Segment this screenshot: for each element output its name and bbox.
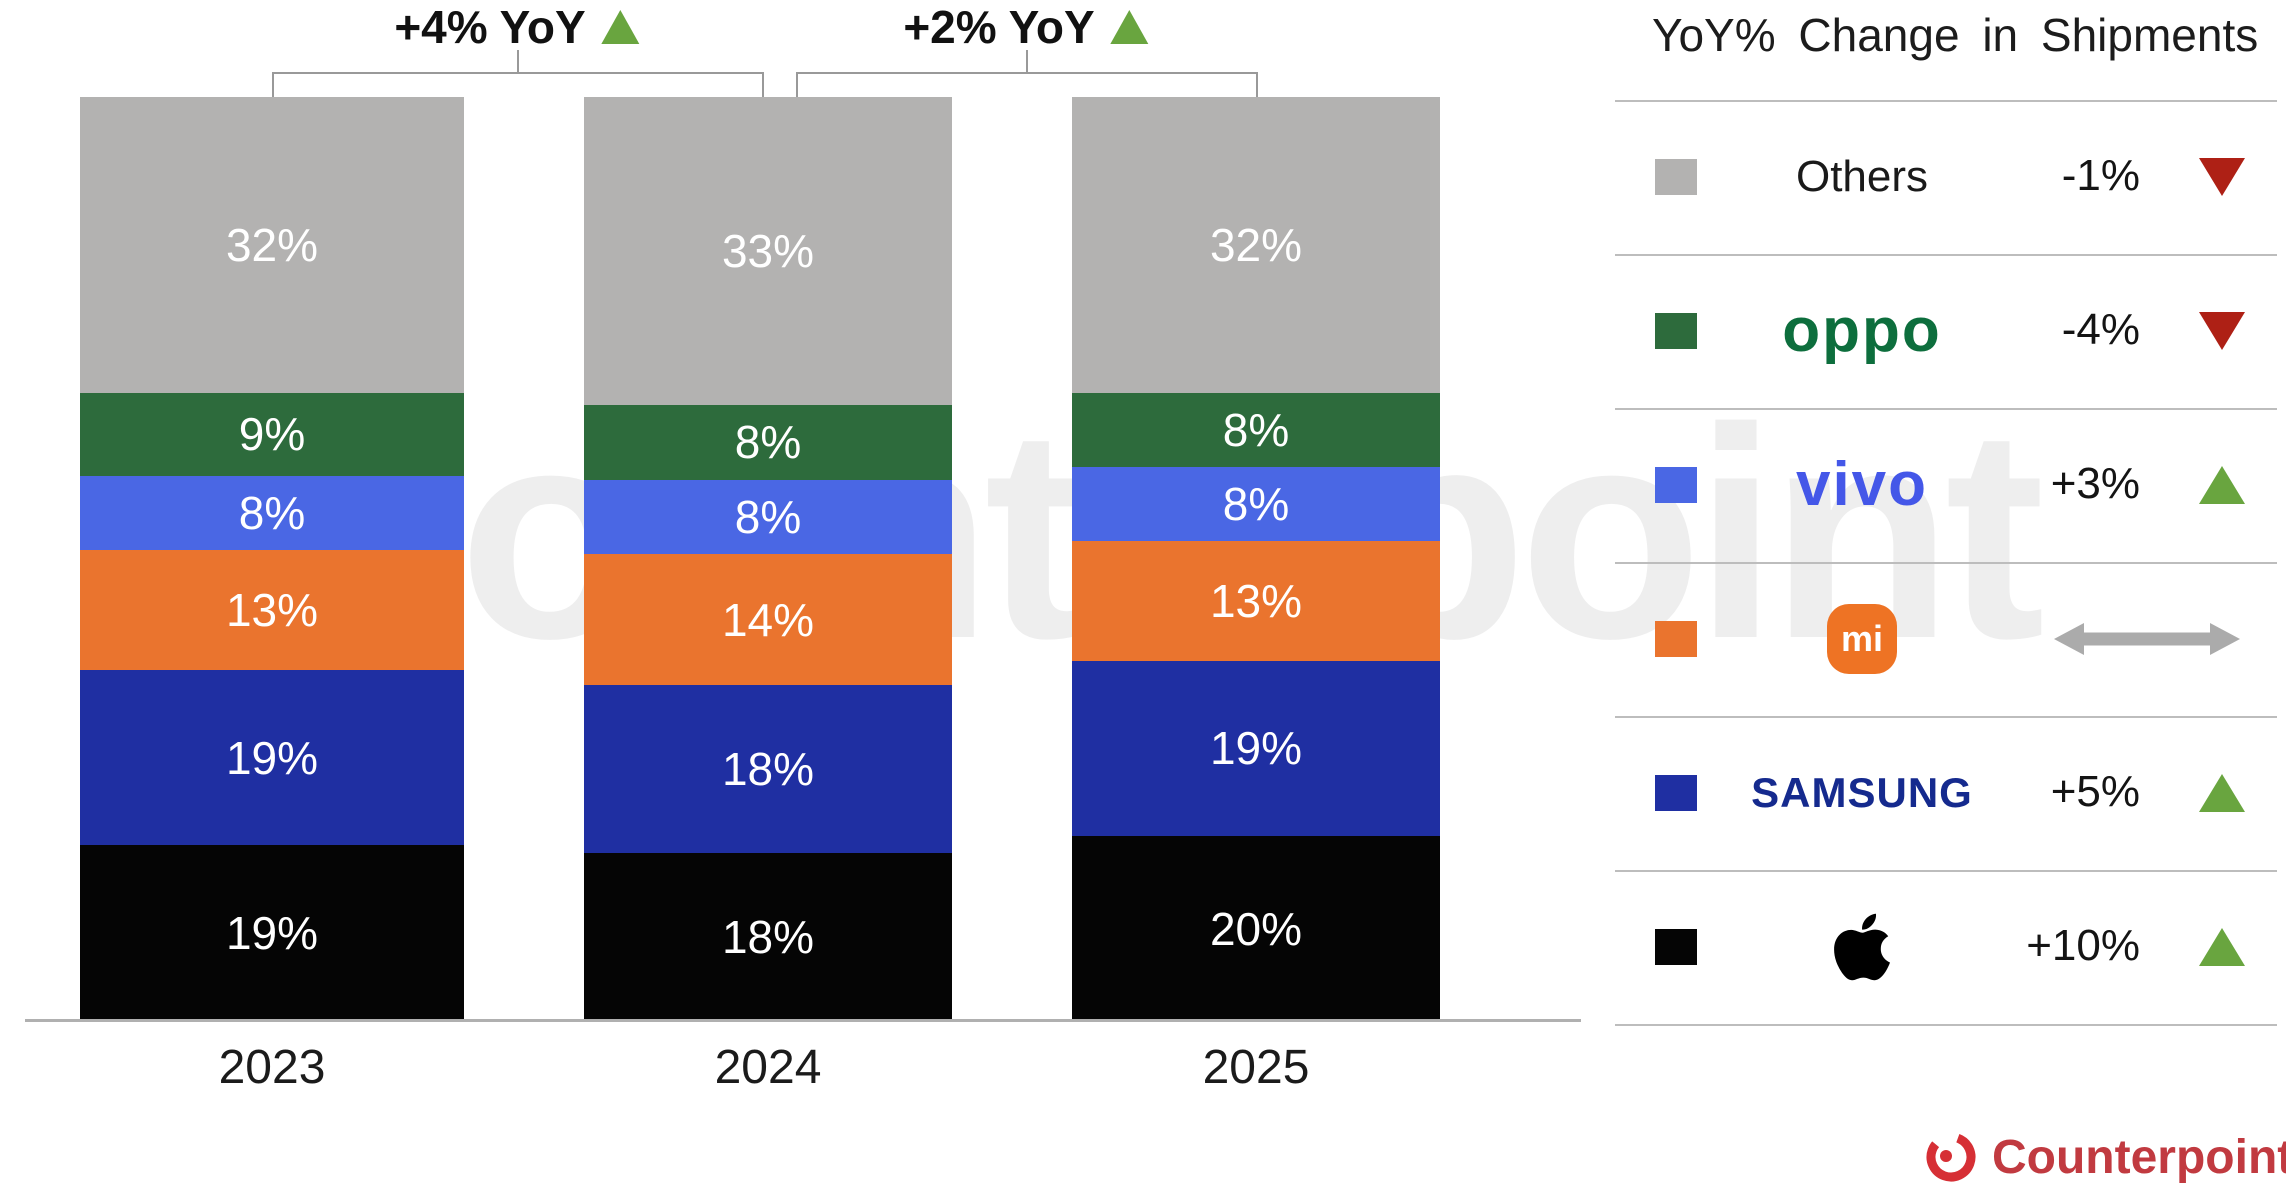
legend-swatch-others xyxy=(1655,159,1697,195)
samsung-logo: SAMSUNG xyxy=(1751,769,1973,816)
up-triangle-icon xyxy=(601,10,640,44)
bracket-horizontal xyxy=(796,72,1256,74)
legend-brand-apple xyxy=(1722,902,2002,992)
bar-segment-oppo-2024: 8% xyxy=(584,405,952,480)
segment-value-label: 9% xyxy=(238,408,306,461)
segment-value-label: 19% xyxy=(1209,722,1303,775)
oppo-logo: oppo xyxy=(1782,296,1942,365)
legend-change-vivo: +3% xyxy=(2050,459,2140,508)
yoy-annotation-text: +2% YoY xyxy=(903,1,1095,53)
up-triangle-icon xyxy=(1110,10,1149,44)
mi-logo-text: mi xyxy=(1840,618,1883,659)
vivo-logo: vivo xyxy=(1795,450,1929,519)
counterpoint-logo: Counterpoint xyxy=(1922,1128,2286,1186)
bar-segment-vivo-2023: 8% xyxy=(80,475,464,550)
legend-divider xyxy=(1615,100,2277,102)
bracket-tick-left xyxy=(272,72,274,97)
bar-segment-oppo-2025: 8% xyxy=(1072,392,1440,467)
xiaomi-mi-logo: mi xyxy=(1827,604,1897,674)
legend-change-others: -1% xyxy=(2061,151,2140,200)
down-triangle-icon xyxy=(2199,312,2245,350)
legend-brand-xiaomi: mi xyxy=(1722,594,2002,684)
bracket-tick-label xyxy=(517,50,519,72)
legend-brand-samsung: SAMSUNG xyxy=(1722,748,2002,838)
segment-value-label: 33% xyxy=(721,225,815,277)
legend-swatch-oppo xyxy=(1655,313,1697,349)
counterpoint-logo-wordmark: Counterpoint xyxy=(1992,1130,2286,1184)
legend-swatch-vivo xyxy=(1655,467,1697,503)
bar-segment-oppo-2023: 9% xyxy=(80,392,464,476)
legend-brand-others: Others xyxy=(1722,132,2002,222)
legend-title: YoY% Change in Shipments xyxy=(1652,9,2259,61)
bracket-tick-right xyxy=(1256,72,1258,97)
bar-segment-samsung-2023: 19% xyxy=(80,669,464,846)
x-axis-label-2025: 2025 xyxy=(1202,1041,1310,1094)
segment-value-label: 8% xyxy=(734,490,802,543)
yoy-annotation-text: +4% YoY xyxy=(394,1,586,53)
bar-segment-samsung-2025: 19% xyxy=(1072,660,1440,837)
legend-divider xyxy=(1615,254,2277,256)
bar-segment-xiaomi-2024: 14% xyxy=(584,554,952,685)
segment-value-label: 19% xyxy=(225,731,319,784)
bracket-horizontal xyxy=(272,72,762,74)
flat-indicator-xiaomi xyxy=(2052,619,2242,664)
segment-value-label: 8% xyxy=(1222,403,1290,456)
bar-segment-xiaomi-2025: 13% xyxy=(1072,540,1440,661)
yoy-annotation-label: +2% YoY xyxy=(903,0,1149,54)
bar-segment-apple-2023: 19% xyxy=(80,845,464,1021)
segment-value-label: 32% xyxy=(225,218,319,271)
x-axis-label-2024: 2024 xyxy=(714,1041,822,1094)
segment-value-label: 8% xyxy=(238,486,306,539)
legend-divider xyxy=(1615,870,2277,872)
segment-value-label: 13% xyxy=(1209,574,1303,627)
legend-swatch-xiaomi xyxy=(1655,621,1697,657)
up-triangle-icon xyxy=(2199,928,2245,966)
bar-segment-vivo-2025: 8% xyxy=(1072,466,1440,541)
legend-label-others: Others xyxy=(1795,152,1929,201)
bar-segment-others-2024: 33% xyxy=(584,97,952,405)
legend-change-samsung: +5% xyxy=(2050,767,2140,816)
legend-change-apple: +10% xyxy=(2026,921,2140,970)
bracket-tick-right xyxy=(762,72,764,97)
legend-swatch-samsung xyxy=(1655,775,1697,811)
segment-value-label: 20% xyxy=(1209,902,1303,955)
legend-divider xyxy=(1615,716,2277,718)
flat-arrow-icon xyxy=(2054,623,2240,655)
legend-swatch-apple xyxy=(1655,929,1697,965)
apple-logo-icon xyxy=(1834,913,1890,981)
legend-divider xyxy=(1615,1024,2277,1026)
up-triangle-icon xyxy=(2199,466,2245,504)
bar-segment-vivo-2024: 8% xyxy=(584,479,952,555)
bar-segment-apple-2025: 20% xyxy=(1072,836,1440,1021)
legend-change-oppo: -4% xyxy=(2061,305,2140,354)
down-triangle-icon xyxy=(2199,158,2245,196)
segment-value-label: 8% xyxy=(1222,477,1290,530)
legend-brand-vivo: vivo xyxy=(1722,440,2002,530)
yoy-annotation-label: +4% YoY xyxy=(394,0,640,54)
segment-value-label: 8% xyxy=(734,416,802,469)
bar-segment-others-2023: 32% xyxy=(80,97,464,393)
segment-value-label: 19% xyxy=(225,907,319,960)
counterpoint-logo-icon xyxy=(1926,1132,1976,1182)
legend-brand-oppo: oppo xyxy=(1722,286,2002,376)
segment-value-label: 14% xyxy=(721,593,815,646)
bar-segment-others-2025: 32% xyxy=(1072,97,1440,393)
bar-segment-apple-2024: 18% xyxy=(584,853,952,1021)
x-axis-label-2023: 2023 xyxy=(218,1041,326,1094)
x-axis-line xyxy=(25,1019,1581,1022)
segment-value-label: 32% xyxy=(1209,218,1303,271)
bar-segment-xiaomi-2023: 13% xyxy=(80,549,464,670)
bracket-tick-left xyxy=(796,72,798,97)
legend-divider xyxy=(1615,562,2277,564)
bracket-tick-label xyxy=(1026,50,1028,72)
segment-value-label: 18% xyxy=(721,911,815,963)
up-triangle-icon xyxy=(2199,774,2245,812)
segment-value-label: 13% xyxy=(225,583,319,636)
bar-segment-samsung-2024: 18% xyxy=(584,685,952,853)
legend-divider xyxy=(1615,408,2277,410)
segment-value-label: 18% xyxy=(721,743,815,795)
